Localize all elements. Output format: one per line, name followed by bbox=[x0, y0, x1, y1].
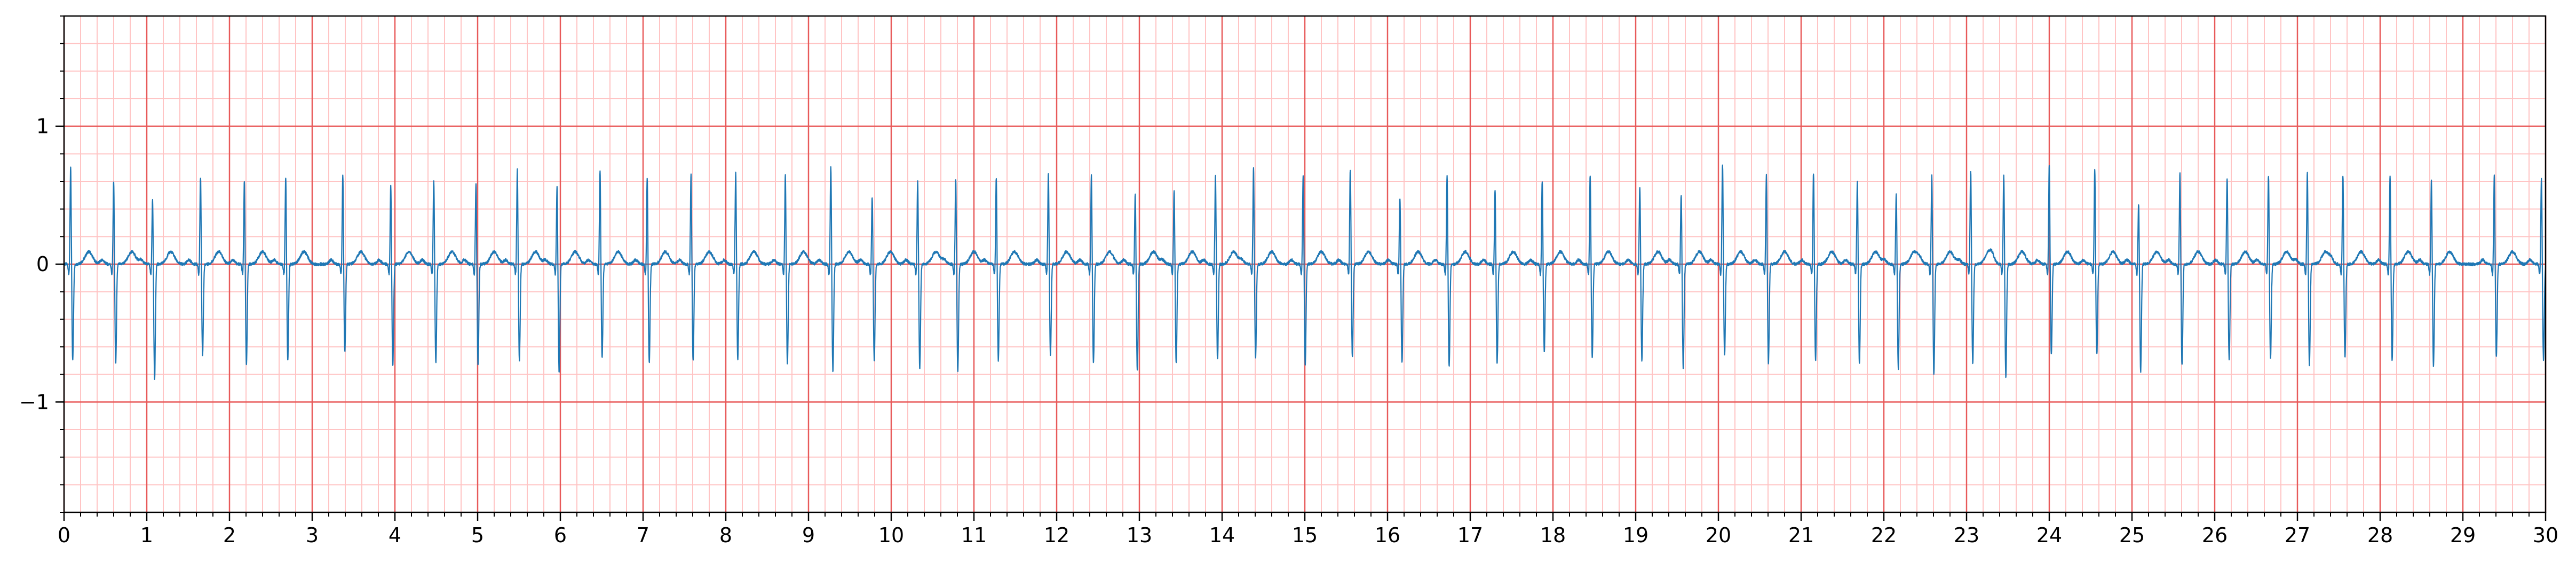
ecg-series bbox=[63, 164, 2547, 380]
x-tick-label: 27 bbox=[2285, 524, 2310, 547]
x-tick-label: 12 bbox=[1044, 524, 1069, 547]
x-tick-label: 29 bbox=[2450, 524, 2476, 547]
x-tick-label: 4 bbox=[389, 524, 401, 547]
x-tick-label: 2 bbox=[223, 524, 236, 547]
x-tick-label: 30 bbox=[2533, 524, 2558, 547]
y-tick-label: 0 bbox=[36, 252, 49, 276]
x-tick-label: 6 bbox=[554, 524, 567, 547]
x-tick-label: 11 bbox=[961, 524, 987, 547]
y-tick-label: −1 bbox=[19, 390, 49, 414]
axis-tick-labels: 0 1 2 3 4 5 6 7 8 9 10 11 12 13 14 15 16 17 18 19 20 21 22 23 24… bbox=[19, 115, 2558, 547]
x-tick-label: 18 bbox=[1540, 524, 1566, 547]
x-tick-label: 7 bbox=[637, 524, 649, 547]
x-tick-label: 10 bbox=[878, 524, 904, 547]
x-tick-label: 22 bbox=[1871, 524, 1897, 547]
x-tick-label: 17 bbox=[1457, 524, 1483, 547]
x-tick-label: 25 bbox=[2119, 524, 2145, 547]
axis-ticks bbox=[56, 15, 2547, 521]
x-tick-label: 23 bbox=[1954, 524, 1979, 547]
x-tick-label: 28 bbox=[2367, 524, 2393, 547]
x-tick-label: 15 bbox=[1292, 524, 1318, 547]
x-tick-label: 8 bbox=[719, 524, 732, 547]
x-tick-label: 0 bbox=[58, 524, 70, 547]
x-tick-label: 26 bbox=[2202, 524, 2228, 547]
x-tick-label: 14 bbox=[1209, 524, 1235, 547]
x-tick-label: 13 bbox=[1127, 524, 1152, 547]
ecg-trace-line bbox=[63, 164, 2547, 380]
x-tick-label: 20 bbox=[1706, 524, 1731, 547]
x-tick-label: 3 bbox=[306, 524, 319, 547]
x-tick-label: 16 bbox=[1375, 524, 1400, 547]
x-tick-label: 5 bbox=[471, 524, 484, 547]
x-tick-label: 9 bbox=[802, 524, 815, 547]
x-tick-label: 24 bbox=[2036, 524, 2062, 547]
x-tick-label: 21 bbox=[1788, 524, 1814, 547]
y-tick-label: 1 bbox=[36, 115, 49, 138]
x-tick-label: 19 bbox=[1623, 524, 1648, 547]
x-tick-label: 1 bbox=[140, 524, 153, 547]
